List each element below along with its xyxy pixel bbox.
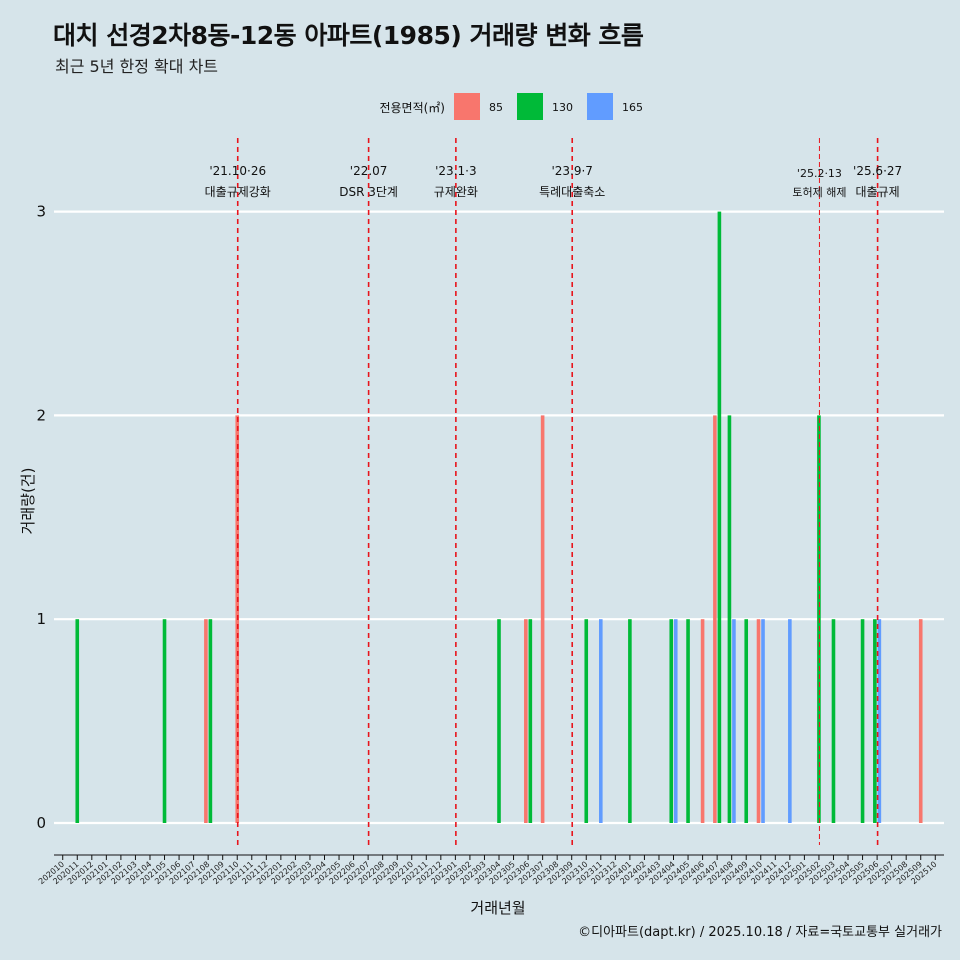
bar-165-202404 xyxy=(673,619,678,823)
annotation-date: '25.6·27 xyxy=(853,164,902,178)
legend-swatch-130 xyxy=(517,93,543,120)
chart-title: 대치 선경2차8동-12동 아파트(1985) 거래량 변화 흐름 xyxy=(53,21,644,50)
y-tick-label: 2 xyxy=(36,406,46,424)
bar-130-202105 xyxy=(162,619,167,823)
legend-title: 전용면적(㎡) xyxy=(379,101,445,115)
bar-130-202505 xyxy=(860,619,865,823)
bar-85-202306 xyxy=(524,619,528,823)
legend-label-130: 130 xyxy=(552,101,573,114)
bar-130-202408 xyxy=(727,415,732,823)
bar-85-202108 xyxy=(204,619,208,823)
bars xyxy=(75,211,923,824)
bar-130-202310 xyxy=(584,619,589,823)
annotation-date: '22.07 xyxy=(350,164,388,178)
bar-165-202408 xyxy=(732,619,736,823)
bar-165-202506 xyxy=(877,619,882,823)
source-caption: ©디아파트(dapt.kr) / 2025.10.18 / 자료=국토교통부 실… xyxy=(578,925,942,940)
bar-165-202410 xyxy=(761,619,765,823)
y-axis: 0 1 2 3 xyxy=(36,203,46,832)
bar-85-202406 xyxy=(700,619,705,823)
annotation-date: '21.10·26 xyxy=(209,164,266,178)
annotation-label: 규제완화 xyxy=(434,185,478,199)
bar-130-202407 xyxy=(717,211,722,824)
annotation-date: '25.2·13 xyxy=(797,167,842,180)
bar-130-202108 xyxy=(208,619,213,823)
bar-130-202011 xyxy=(75,619,80,823)
annotation-label: DSR 3단계 xyxy=(339,185,398,199)
legend: 전용면적(㎡) 85 130 165 xyxy=(379,93,643,120)
y-tick-label: 3 xyxy=(36,203,46,221)
annotation-label: 대출규제강화 xyxy=(205,185,271,199)
bar-130-202404 xyxy=(669,619,674,823)
bar-85-202509 xyxy=(918,619,923,823)
legend-swatch-165 xyxy=(587,93,613,120)
annotation-date: '23.9·7 xyxy=(551,164,592,178)
annotation-label: 특례대출축소 xyxy=(539,185,605,199)
chart-subtitle: 최근 5년 한정 확대 차트 xyxy=(55,57,219,76)
bar-130-202506 xyxy=(873,619,877,823)
legend-swatch-85 xyxy=(454,93,480,120)
annotation-label: 토허제 해제 xyxy=(792,185,846,199)
legend-label-85: 85 xyxy=(489,101,503,114)
bar-85-202410 xyxy=(756,619,761,823)
x-axis: 2020102020112020122021012021022021032021… xyxy=(37,854,944,886)
annotation-label: 대출규제 xyxy=(856,185,900,199)
legend-label-165: 165 xyxy=(622,101,643,114)
y-tick-label: 1 xyxy=(36,610,46,628)
y-axis-label: 거래량(건) xyxy=(19,468,37,535)
bar-130-202306 xyxy=(528,619,533,823)
bar-85-202407 xyxy=(713,415,717,823)
bar-130-202405 xyxy=(686,619,690,823)
bar-130-202503 xyxy=(831,619,836,823)
bar-165-202412 xyxy=(788,619,792,823)
bar-130-202401 xyxy=(628,619,632,823)
annotation-date: '23.1·3 xyxy=(435,164,476,178)
bar-130-202409 xyxy=(744,619,749,823)
x-axis-label: 거래년월 xyxy=(470,899,525,917)
y-tick-label: 0 xyxy=(36,814,46,832)
bar-130-202304 xyxy=(497,619,501,823)
annotations: '21.10·26 대출규제강화 '22.07 DSR 3단계 '23.1·3 규제완화 '… xyxy=(205,138,902,845)
bar-165-202311 xyxy=(598,619,603,823)
bar-85-202307 xyxy=(540,415,545,823)
